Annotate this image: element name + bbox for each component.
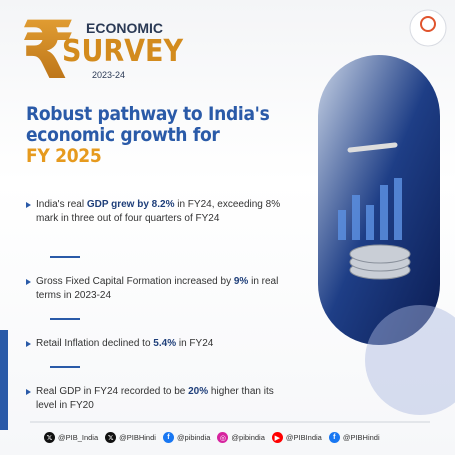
bullet: Gross Fixed Capital Formation increased …	[26, 275, 286, 303]
social-icon: f	[328, 432, 340, 443]
handle-text: @PIBHindi	[342, 433, 380, 442]
title-line: Robust pathway to India's	[26, 103, 270, 125]
separator	[50, 366, 80, 368]
handle-text: @pibindia	[231, 433, 265, 442]
bullet: India's real GDP grew by 8.2% in FY24, e…	[26, 198, 286, 226]
text: India's real	[36, 199, 87, 210]
text: in FY24, exceeding 8% mark in three out …	[36, 199, 281, 224]
text: Real GDP in FY24 recorded to be	[36, 386, 189, 397]
social-handle: 𝕏 @PIBHindi	[105, 432, 156, 443]
text: higher than its level in FY20	[36, 386, 274, 411]
footer: 𝕏 @PIB_India 𝕏 @PIBHindi f @pibindia ◎ @pibindi…	[44, 432, 380, 443]
photo-coins	[349, 244, 411, 280]
bold-text: 20%	[188, 386, 209, 397]
separator	[50, 256, 80, 258]
handle-text: @PIBHindi	[119, 433, 156, 442]
social-handle: ▶ @PIBIndia	[271, 432, 322, 443]
bold-text: 9%	[233, 276, 249, 287]
bg-circle	[365, 305, 455, 415]
title-line: economic growth for	[26, 124, 220, 146]
bullet: Real GDP in FY24 recorded to be 20% high…	[26, 385, 286, 413]
pib-logo-mark	[420, 16, 436, 32]
text: Retail Inflation declined to	[36, 338, 154, 349]
photo-panel	[318, 55, 440, 345]
logo-word: ECONOMIC	[86, 20, 163, 36]
title: Robust pathway to India's economic growt…	[26, 103, 270, 167]
social-icon: 𝕏	[105, 432, 117, 443]
social-handle: f @pibindia	[162, 432, 211, 443]
logo-year: 2023-24	[92, 70, 126, 80]
text: in real terms in 2023-24	[36, 276, 279, 301]
pib-logo	[409, 9, 447, 47]
social-icon: 𝕏	[44, 432, 55, 443]
social-icon: ▶	[271, 432, 283, 443]
logo-word: SURVEY	[62, 34, 184, 69]
bold-text: 5.4%	[153, 338, 177, 349]
title-highlight: FY 2025	[26, 145, 102, 167]
social-handle: ◎ @pibindia	[217, 432, 265, 443]
social-handle: 𝕏 @PIB_India	[44, 432, 98, 443]
handle-text: @PIBIndia	[285, 433, 322, 442]
bullet: Retail Inflation declined to 5.4% in FY2…	[26, 337, 286, 351]
rupee-logo: ₹	[20, 4, 76, 97]
text: Gross Fixed Capital Formation increased …	[36, 276, 234, 287]
text: in FY24	[176, 338, 214, 349]
photo-pen	[347, 142, 398, 153]
social-handle: f @PIBHindi	[328, 432, 380, 443]
bold-text: GDP grew by 8.2%	[86, 199, 175, 210]
left-accent	[0, 330, 8, 430]
social-icon: f	[162, 432, 174, 443]
photo-bars	[338, 178, 402, 240]
handle-text: @pibindia	[176, 433, 211, 442]
separator	[50, 318, 80, 320]
social-icon: ◎	[217, 432, 229, 443]
handle-text: @PIB_India	[58, 433, 99, 442]
